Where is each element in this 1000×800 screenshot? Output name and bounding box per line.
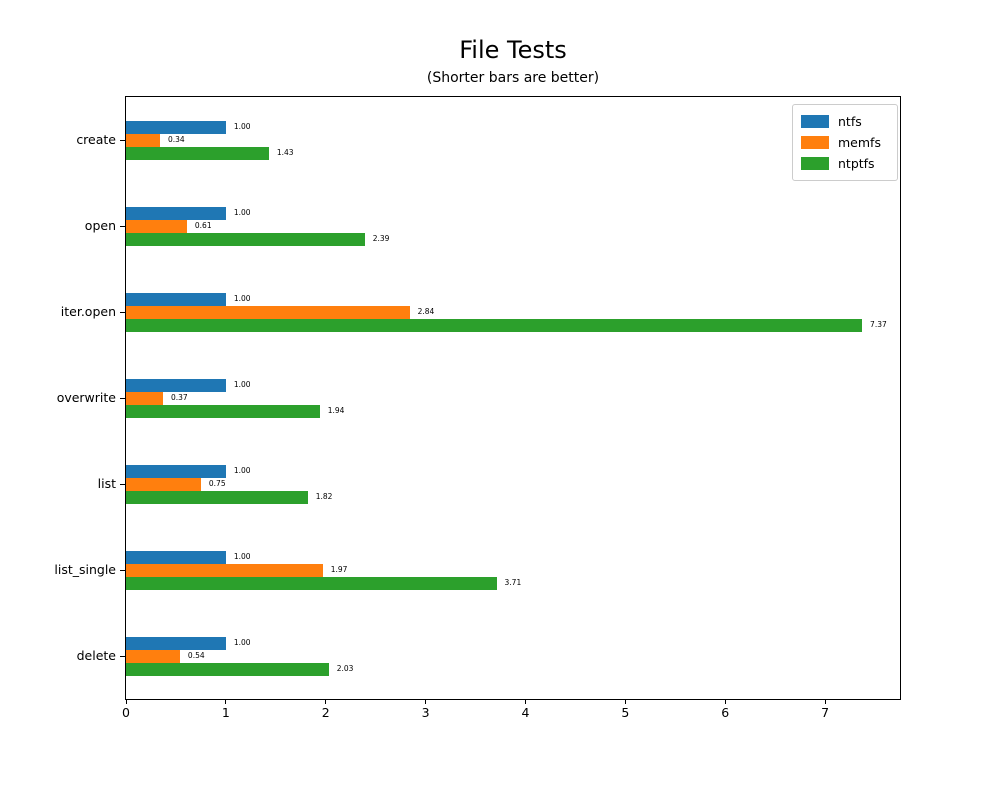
x-axis-tick-label: 2 <box>321 705 330 720</box>
bar-value-label: 1.82 <box>315 492 333 501</box>
bar-ntptfs <box>126 662 329 676</box>
legend-item-ntfs: ntfs <box>801 111 889 132</box>
bar-value-label: 0.34 <box>167 135 185 144</box>
y-axis-category-label: delete <box>76 648 116 663</box>
chart-title: File Tests <box>459 36 567 64</box>
y-axis-tick <box>120 225 125 227</box>
bar-value-label: 3.71 <box>504 578 522 587</box>
y-axis-category-label: create <box>76 132 116 147</box>
bar-ntptfs <box>126 404 320 418</box>
chart-subtitle: (Shorter bars are better) <box>426 70 600 86</box>
y-axis-tick <box>120 311 125 313</box>
bar-memfs <box>126 305 410 319</box>
bar-ntfs <box>126 292 226 306</box>
bar-value-label: 0.37 <box>170 393 188 402</box>
bar-value-label: 1.00 <box>233 552 251 561</box>
legend-item-ntptfs: ntptfs <box>801 153 889 174</box>
bar-ntptfs <box>126 576 497 590</box>
bar-memfs <box>126 133 160 147</box>
x-axis-tick <box>425 699 427 704</box>
bar-ntfs <box>126 464 226 478</box>
bar-memfs <box>126 391 163 405</box>
y-axis-tick <box>120 397 125 399</box>
bar-ntptfs <box>126 318 863 332</box>
y-axis-category-label: overwrite <box>56 390 116 405</box>
bar-value-label: 1.00 <box>233 294 251 303</box>
bar-ntfs <box>126 636 226 650</box>
x-axis-tick-label: 3 <box>421 705 430 720</box>
x-axis-tick-label: 7 <box>821 705 830 720</box>
x-axis-tick-label: 5 <box>621 705 630 720</box>
bar-value-label: 2.84 <box>417 307 435 316</box>
legend-label: ntptfs <box>838 156 875 171</box>
bar-ntfs <box>126 120 226 134</box>
bar-value-label: 1.00 <box>233 380 251 389</box>
bar-value-label: 1.97 <box>330 565 348 574</box>
x-axis-tick-label: 4 <box>521 705 530 720</box>
y-axis-category-label: list <box>97 476 116 491</box>
bar-memfs <box>126 219 187 233</box>
bar-value-label: 1.00 <box>233 638 251 647</box>
bar-value-label: 2.03 <box>336 664 354 673</box>
y-axis-tick <box>120 483 125 485</box>
y-axis-category-label: iter.open <box>60 304 116 319</box>
y-axis-tick <box>120 569 125 571</box>
legend-item-memfs: memfs <box>801 132 889 153</box>
x-axis-tick-label: 1 <box>221 705 230 720</box>
bar-memfs <box>126 649 180 663</box>
bar-ntfs <box>126 378 226 392</box>
y-axis-tick <box>120 655 125 657</box>
x-axis-tick <box>524 699 526 704</box>
x-axis-tick <box>325 699 327 704</box>
bar-memfs <box>126 563 323 577</box>
legend-swatch-memfs <box>801 136 829 149</box>
legend-swatch-ntfs <box>801 115 829 128</box>
y-axis-category-label: open <box>84 218 116 233</box>
legend-label: memfs <box>838 135 881 150</box>
legend-label: ntfs <box>838 114 862 129</box>
x-axis-tick <box>624 699 626 704</box>
bar-ntptfs <box>126 146 269 160</box>
plot-area: ntfs memfs ntptfs create 1.00 0.34 1.43 open 1.… <box>54 96 901 720</box>
x-axis-tick <box>125 699 127 704</box>
bar-value-label: 7.37 <box>870 320 887 329</box>
bar-ntfs <box>126 550 226 564</box>
x-axis-tick <box>724 699 726 704</box>
bar-ntfs <box>126 206 226 220</box>
y-axis-tick <box>120 139 125 141</box>
x-axis-tick-label: 0 <box>122 705 130 720</box>
bar-value-label: 1.00 <box>233 208 251 217</box>
bar-value-label: 2.39 <box>372 234 390 243</box>
bar-value-label: 1.00 <box>233 122 251 131</box>
x-axis-tick <box>824 699 826 704</box>
y-axis-category-label: list_single <box>54 562 116 577</box>
bar-ntptfs <box>126 232 365 246</box>
bar-value-label: 1.94 <box>327 406 345 415</box>
legend: ntfs memfs ntptfs <box>792 104 898 181</box>
x-axis-tick-label: 6 <box>721 705 730 720</box>
bar-value-label: 0.75 <box>208 479 226 488</box>
bar-value-label: 0.61 <box>194 221 212 230</box>
bar-ntptfs <box>126 490 308 504</box>
bar-memfs <box>126 477 201 491</box>
x-axis-tick <box>225 699 227 704</box>
bar-value-label: 0.54 <box>187 651 205 660</box>
bar-value-label: 1.43 <box>276 148 294 157</box>
bar-value-label: 1.00 <box>233 466 251 475</box>
legend-swatch-ntptfs <box>801 157 829 170</box>
